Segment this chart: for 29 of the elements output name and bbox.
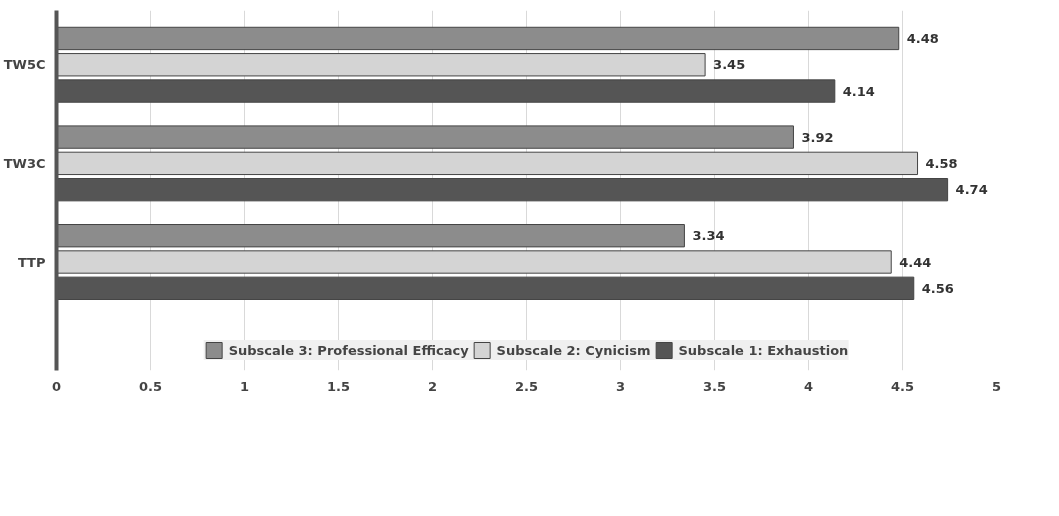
data-label: 3.34 <box>692 228 725 244</box>
x-tick-label: 2.5 <box>514 378 539 394</box>
x-tick-label: 0.5 <box>138 378 163 394</box>
bar <box>56 125 794 149</box>
x-tick-label: 2 <box>427 378 438 394</box>
y-tick-label: TW3C <box>3 155 46 171</box>
x-tick-label: 4 <box>803 378 814 394</box>
x-tick-label: 3.5 <box>702 378 727 394</box>
legend-label: Subscale 3: Professional Efficacy <box>228 342 469 358</box>
legend-label: Subscale 1: Exhaustion <box>678 342 849 358</box>
y-tick-label: TTP <box>17 254 46 270</box>
data-label: 4.44 <box>899 254 932 270</box>
data-label: 4.56 <box>921 280 954 296</box>
legend-label: Subscale 2: Cynicism <box>496 342 651 358</box>
data-label: 4.48 <box>906 30 939 46</box>
data-label: 4.58 <box>925 155 958 171</box>
data-label: 3.45 <box>713 57 746 73</box>
data-label: 4.74 <box>955 182 988 198</box>
x-tick-label: 3 <box>615 378 626 394</box>
x-tick-label: 1 <box>239 378 250 394</box>
x-tick-label: 1.5 <box>326 378 351 394</box>
data-label: 4.14 <box>842 83 875 99</box>
x-tick-label: 5 <box>991 378 1002 394</box>
x-tick-label: 0 <box>51 378 62 394</box>
bar <box>56 224 685 248</box>
data-label: 3.92 <box>801 129 834 145</box>
bar <box>56 26 900 51</box>
y-tick-label: TW5C <box>3 57 46 73</box>
x-tick-label: 4.5 <box>890 378 915 394</box>
